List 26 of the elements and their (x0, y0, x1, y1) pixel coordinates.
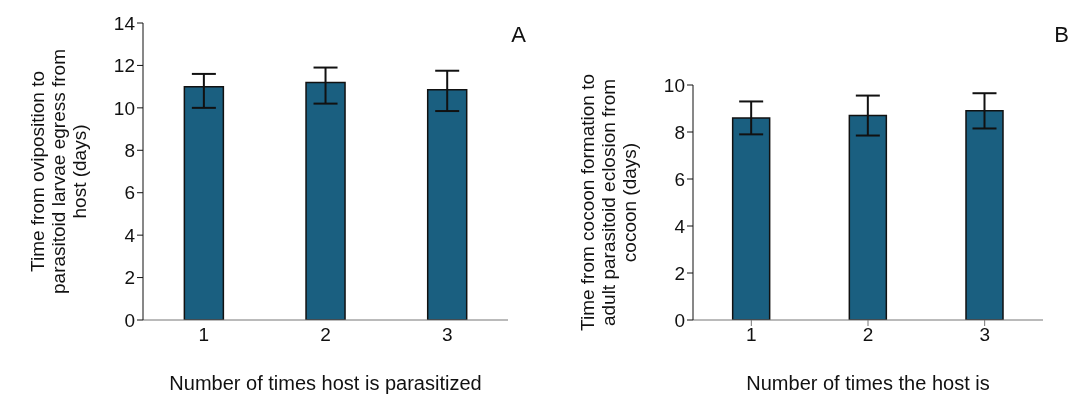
text: B (1054, 22, 1069, 48)
x-axis-title: Number of times the host is (746, 372, 990, 394)
y-tick-label: 0 (674, 309, 685, 331)
y-tick-label: 6 (124, 182, 135, 204)
x-tick-label: 3 (441, 324, 453, 346)
y-tick-label: 8 (124, 140, 135, 162)
y-tick-label: 8 (674, 121, 685, 143)
x-tick-label: 3 (979, 324, 990, 346)
x-tick-label: 1 (746, 324, 757, 346)
y-tick-label: 10 (113, 97, 135, 119)
y-axis-title: Time from oviposition to parasitoid larvae egress from host (days) (27, 49, 90, 294)
x-tick-label: 1 (198, 324, 210, 346)
y-tick-label: 6 (674, 168, 685, 190)
x-tick-label: 2 (320, 324, 331, 346)
x-tick-label: 2 (862, 324, 874, 346)
y-tick-label: 2 (124, 267, 135, 289)
y-tick-label: 10 (663, 74, 685, 96)
y-axis-title: Time from cocoon formation to adult parasitoid eclosion from cocoon (days) (577, 74, 640, 331)
x-axis-title: Number of times host is parasitized (169, 372, 482, 394)
y-tick-label: 12 (113, 55, 135, 77)
text: A (511, 22, 526, 48)
y-tick-label: 0 (124, 309, 135, 331)
y-tick-label: 4 (124, 224, 136, 246)
y-tick-label: 14 (113, 12, 136, 34)
y-tick-label: 4 (674, 215, 686, 237)
y-tick-label: 2 (674, 262, 685, 284)
